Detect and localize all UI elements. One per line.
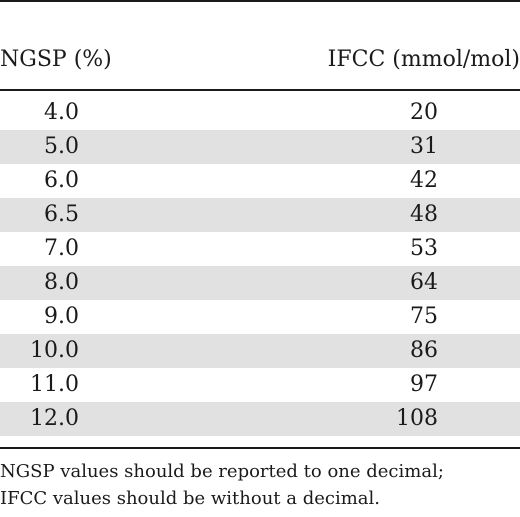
ngsp-cell: 9.0 bbox=[44, 304, 79, 329]
ngsp-cell: 6.0 bbox=[44, 168, 79, 193]
table-row: 11.0 97 bbox=[0, 368, 520, 402]
ifcc-cell: 75 bbox=[410, 304, 438, 329]
table-row: 7.0 53 bbox=[0, 232, 520, 266]
ngsp-cell: 7.0 bbox=[44, 236, 79, 261]
footnote-line-1: NGSP values should be reported to one de… bbox=[0, 461, 444, 482]
ifcc-column-header: IFCC (mmol/mol) bbox=[327, 47, 520, 72]
ngsp-column-header: NGSP (%) bbox=[0, 47, 112, 72]
ifcc-cell: 31 bbox=[410, 134, 438, 159]
ngsp-cell: 4.0 bbox=[44, 100, 79, 125]
ifcc-cell: 20 bbox=[410, 100, 438, 125]
ifcc-cell: 108 bbox=[396, 406, 438, 431]
ngsp-cell: 5.0 bbox=[44, 134, 79, 159]
ifcc-cell: 64 bbox=[410, 270, 438, 295]
table-row: 4.0 20 bbox=[0, 96, 520, 130]
table-row: 8.0 64 bbox=[0, 266, 520, 300]
table-row: 5.0 31 bbox=[0, 130, 520, 164]
table-row: 6.5 48 bbox=[0, 198, 520, 232]
ifcc-cell: 53 bbox=[410, 236, 438, 261]
table-header-rule bbox=[0, 89, 520, 91]
table-row: 9.0 75 bbox=[0, 300, 520, 334]
table-bottom-rule bbox=[0, 447, 520, 449]
ngsp-cell: 10.0 bbox=[30, 338, 79, 363]
ifcc-cell: 97 bbox=[410, 372, 438, 397]
ifcc-cell: 42 bbox=[410, 168, 438, 193]
table-top-rule bbox=[0, 0, 520, 2]
ngsp-cell: 11.0 bbox=[30, 372, 79, 397]
table-header-row: NGSP (%) IFCC (mmol/mol) bbox=[0, 40, 520, 80]
ngsp-cell: 6.5 bbox=[44, 202, 79, 227]
ngsp-cell: 8.0 bbox=[44, 270, 79, 295]
ngsp-cell: 12.0 bbox=[30, 406, 79, 431]
ifcc-cell: 86 bbox=[410, 338, 438, 363]
ifcc-cell: 48 bbox=[410, 202, 438, 227]
footnote-line-2: IFCC values should be without a decimal. bbox=[0, 488, 381, 509]
table-row: 10.0 86 bbox=[0, 334, 520, 368]
table-row: 12.0 108 bbox=[0, 402, 520, 436]
table-row: 6.0 42 bbox=[0, 164, 520, 198]
table-body: 4.0 20 5.0 31 6.0 42 6.5 48 7.0 53 8.0 6… bbox=[0, 96, 520, 436]
table-footnote: NGSP values should be reported to one de… bbox=[0, 458, 520, 512]
